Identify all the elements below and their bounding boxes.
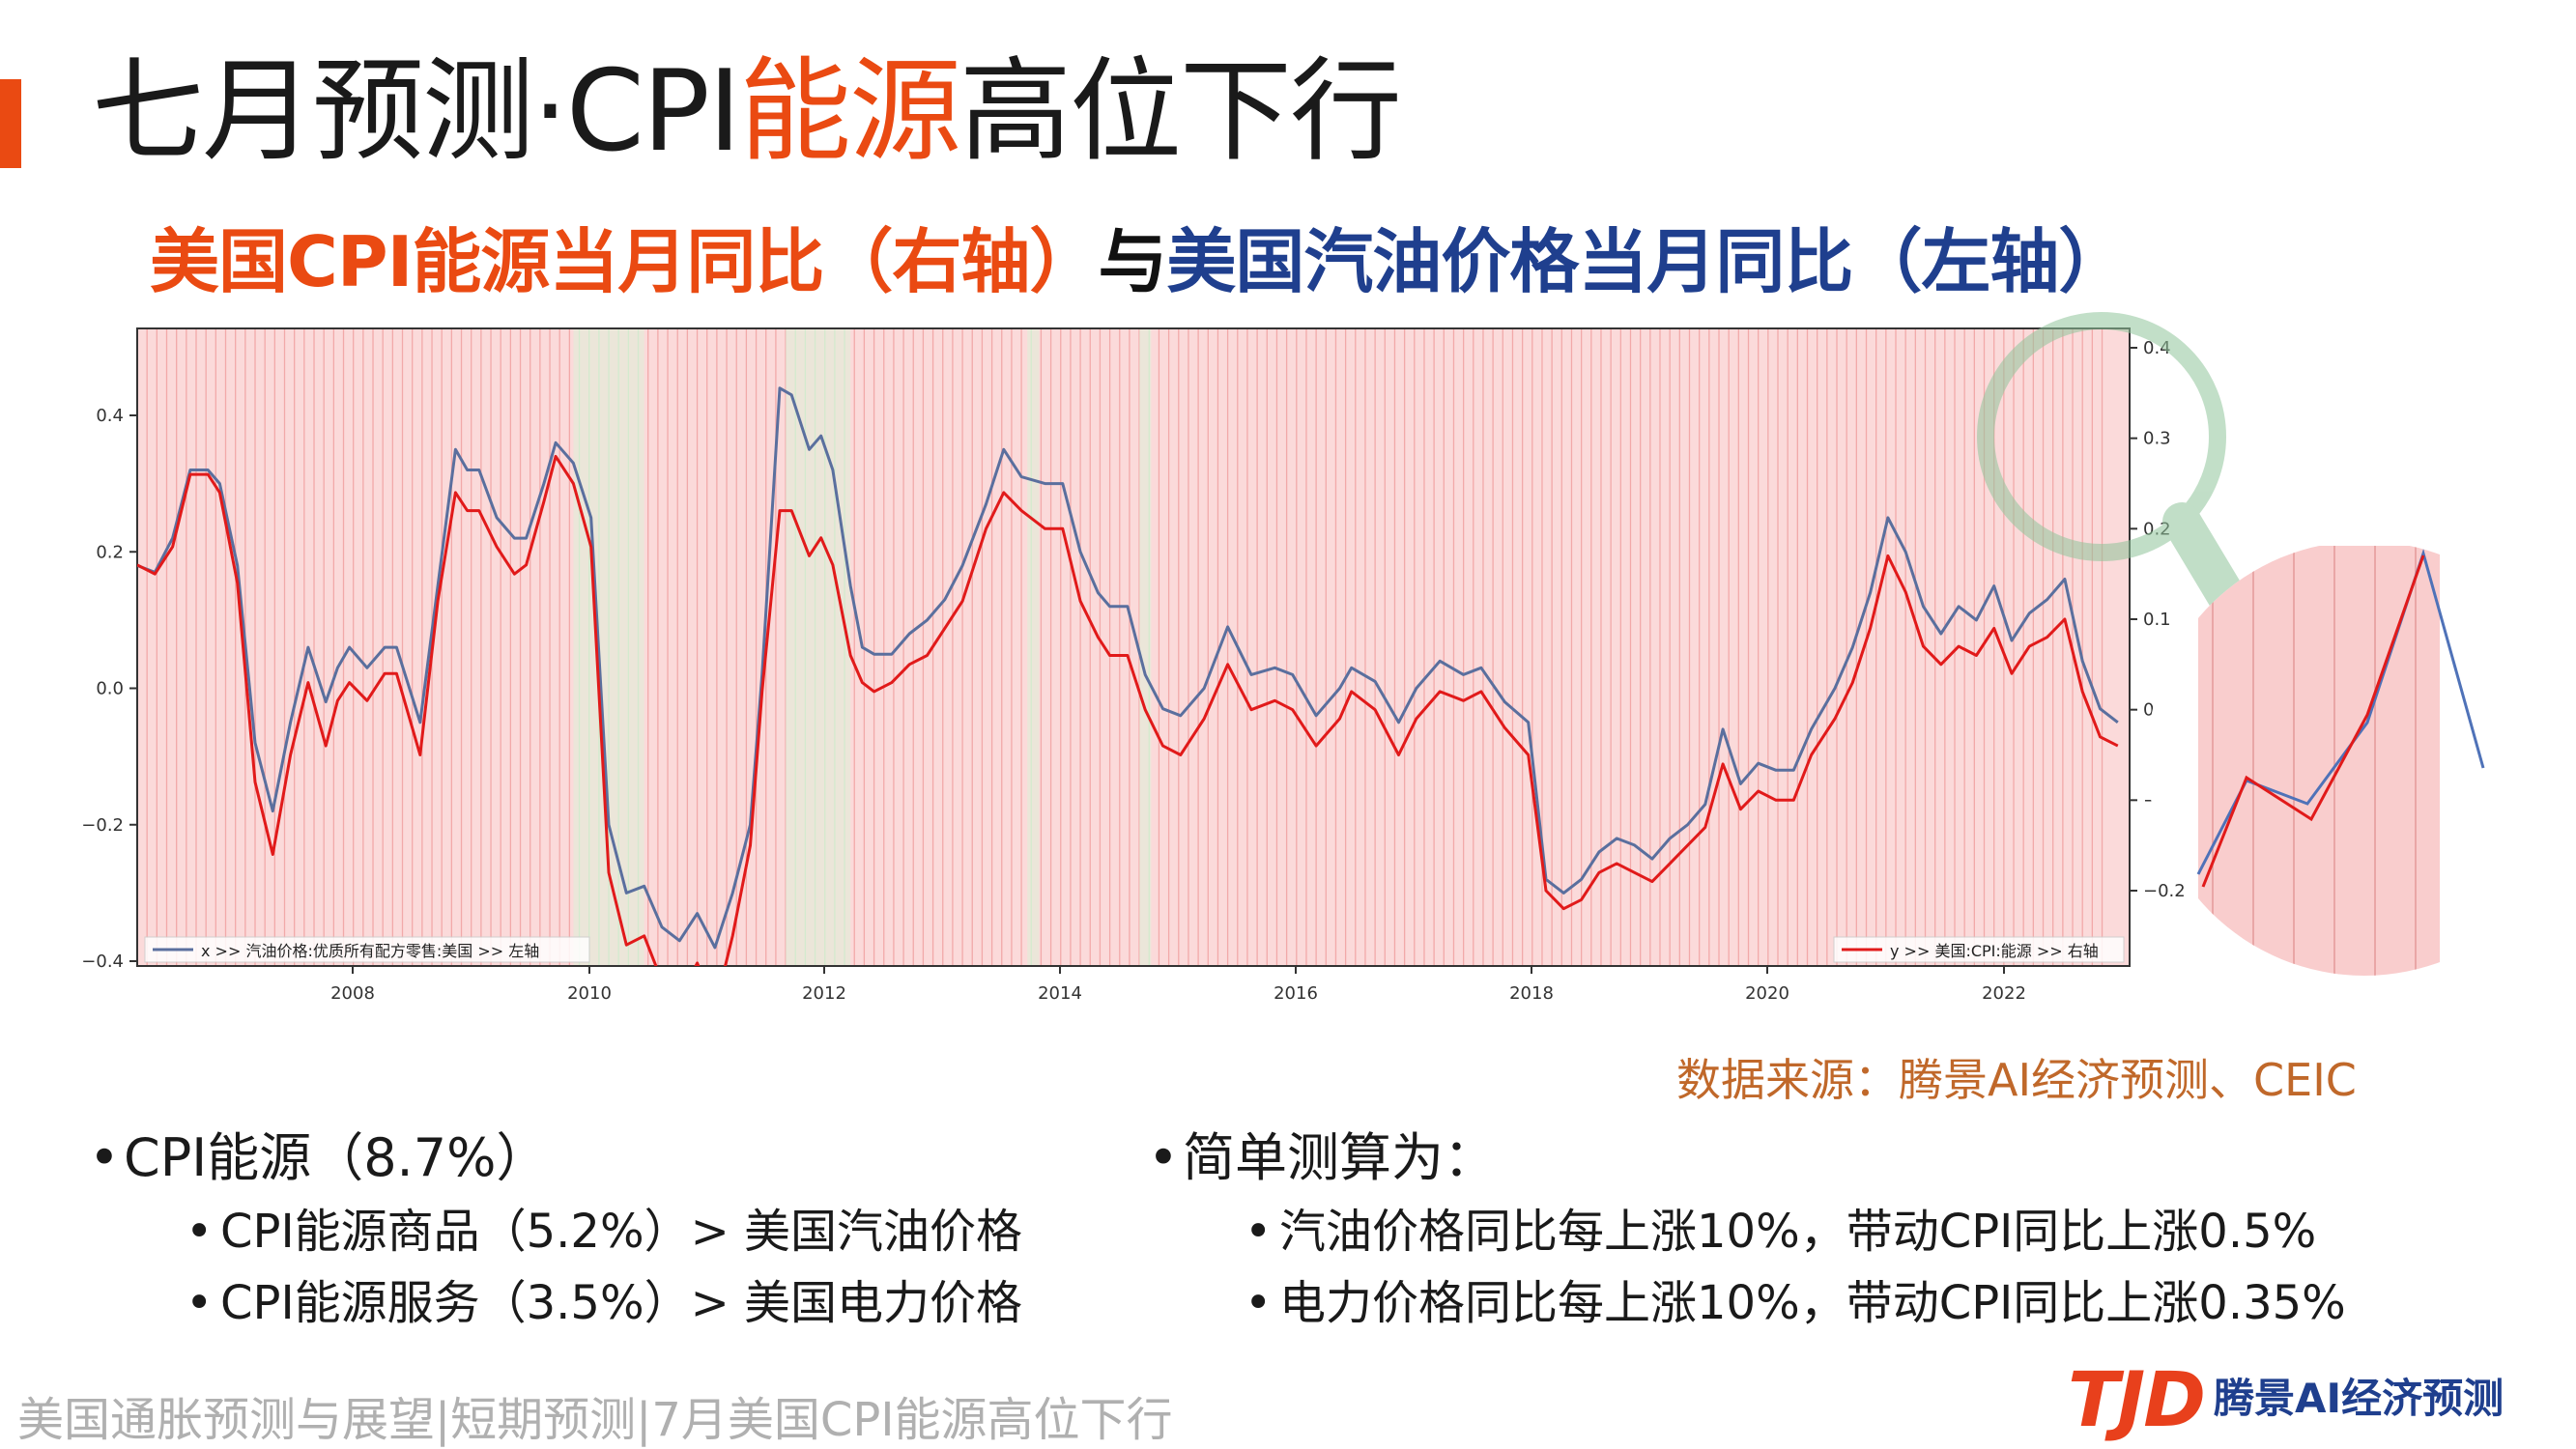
plot-background (137, 328, 2130, 966)
legend-left-label: x >> 汽油价格:优质所有配方零售:美国 >> 左轴 (201, 942, 539, 960)
line-chart: 2008 2010 2012 2014 2016 2018 2020 2022 0.4 0.2 0.… (81, 312, 2576, 1004)
legend-right: y >> 美国:CPI:能源 >> 右轴 (1833, 936, 2125, 963)
x-tick-label: 2018 (1509, 983, 1554, 1004)
right-y-tick-label: −0.2 (2143, 881, 2186, 901)
bullets-left: •CPI能源（8.7%） • CPI能源商品（5.2%）> 美国汽油价格 • CPI… (89, 1121, 1022, 1339)
data-source: 数据来源：腾景AI经济预测、CEIC (1676, 1054, 2357, 1106)
left-y-tick-label: 0.4 (96, 406, 124, 426)
x-tick-label: 2020 (1745, 983, 1789, 1004)
brand-logo: TJD 腾景AI经济预测 (2068, 1357, 2504, 1444)
green-band (786, 328, 851, 966)
x-tick-label: 2010 (567, 983, 612, 1004)
subtitle-red: 美国CPI能源当月同比（右轴） (150, 221, 1099, 302)
bullet-sub-left-2: • CPI能源服务（3.5%）> 美国电力价格 (186, 1276, 1023, 1330)
x-tick-label: 2022 (1982, 983, 2026, 1004)
x-tick-label: 2016 (1274, 983, 1318, 1004)
bullet-main-right: •简单测算为： (1148, 1127, 1496, 1188)
series-cpi-energy-line (137, 454, 2119, 966)
left-y-tick-label: −0.4 (81, 952, 124, 972)
logo-name: 腾景AI经济预测 (2213, 1375, 2504, 1422)
title-highlight: 能源 (739, 46, 961, 177)
subtitle-blue: 美国汽油价格当月同比（左轴） (1166, 221, 2128, 302)
left-y-tick-label: 0.2 (96, 542, 124, 562)
footer-breadcrumb: 美国通胀预测与展望|短期预测|7月美国CPI能源高位下行 (17, 1393, 1173, 1447)
zoom-inset (2147, 541, 2576, 976)
green-band (1027, 328, 1040, 966)
bullet-sub-right-1: • 汽油价格同比每上涨10%，带动CPI同比上涨0.5% (1245, 1205, 2317, 1259)
inset-red-line (2201, 554, 2425, 888)
x-tick-label: 2012 (802, 983, 846, 1004)
page-title: 七月预测·CPI能源高位下行 (92, 46, 1402, 177)
series-gasoline-line (137, 386, 2119, 950)
bullet-sub-right-2: • 电力价格同比每上涨10%，带动CPI同比上涨0.35% (1245, 1276, 2346, 1330)
chart-subtitle: 美国CPI能源当月同比（右轴）与美国汽油价格当月同比（左轴） (150, 221, 2128, 302)
logo-mark: TJD (2068, 1357, 2206, 1444)
bullet-sub-left-1: • CPI能源商品（5.2%）> 美国汽油价格 (186, 1205, 1023, 1259)
right-y-tick-label: 0.1 (2143, 610, 2171, 630)
green-band (1139, 328, 1152, 966)
left-y-tick-label: −0.2 (81, 815, 124, 836)
bullet-main-left: •CPI能源（8.7%） (89, 1127, 549, 1188)
x-tick-label: 2008 (330, 983, 375, 1004)
subtitle-mid: 与 (1098, 221, 1167, 302)
legend-right-label: y >> 美国:CPI:能源 >> 右轴 (1890, 942, 2099, 960)
x-tick-label: 2014 (1038, 983, 1082, 1004)
right-y-tick-label: 0.3 (2143, 429, 2171, 449)
bullets-right: •简单测算为： • 汽油价格同比每上涨10%，带动CPI同比上涨0.5% • 电力价… (1148, 1121, 2346, 1339)
legend-left: x >> 汽油价格:优质所有配方零售:美国 >> 左轴 (144, 936, 590, 963)
title-accent-bar (0, 79, 21, 168)
left-y-tick-label: 0.0 (96, 679, 124, 699)
